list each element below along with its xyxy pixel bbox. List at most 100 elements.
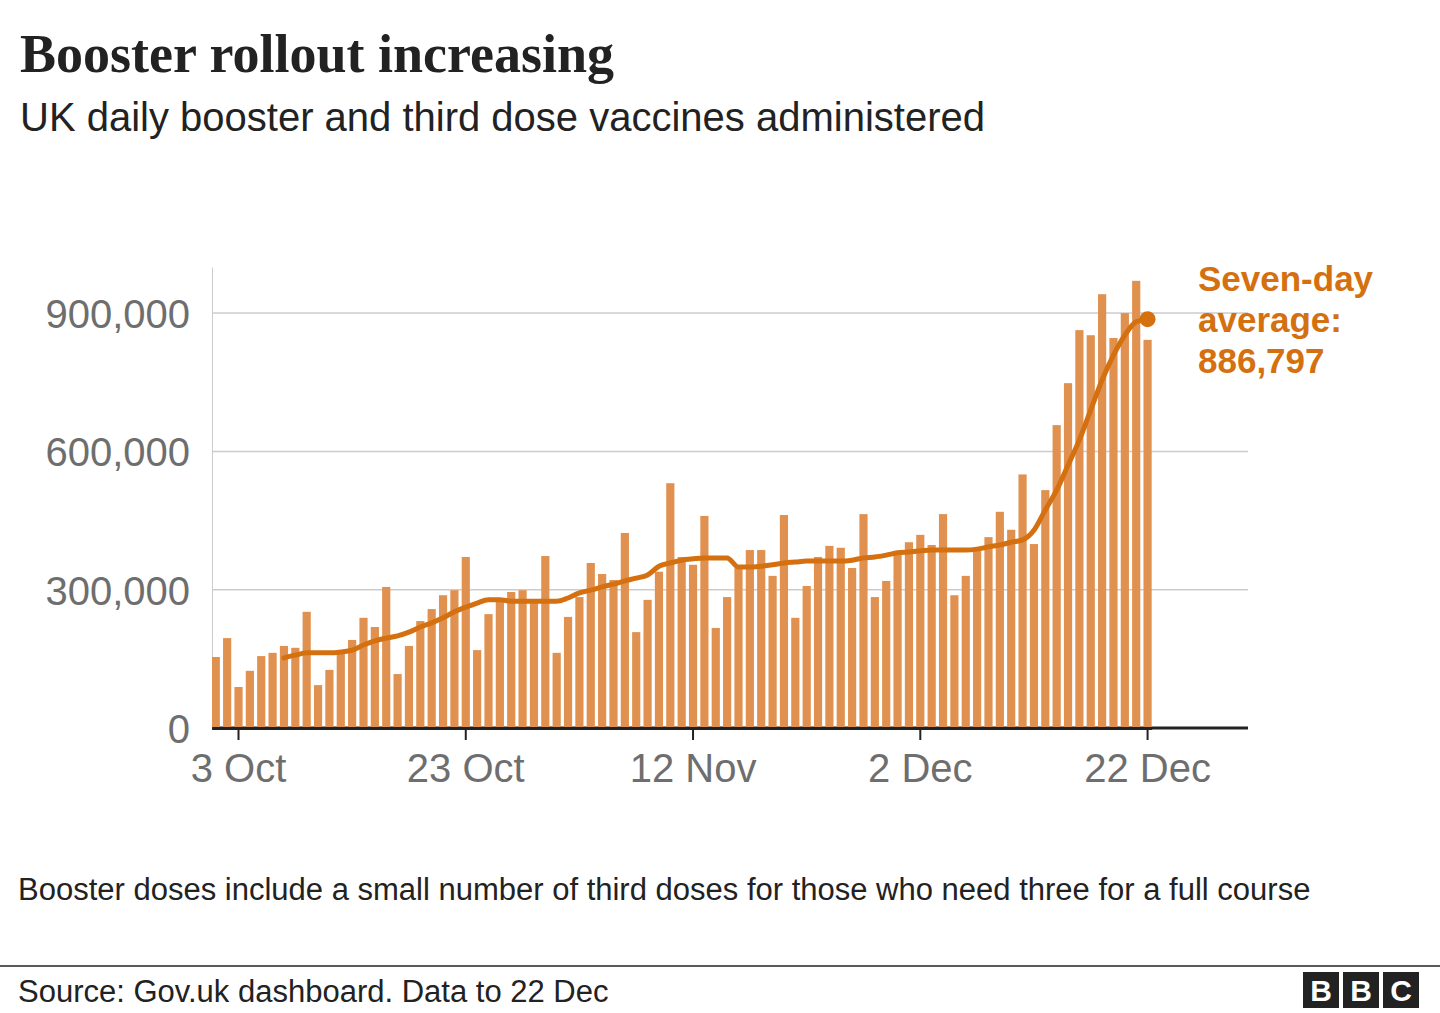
bar: [1075, 330, 1083, 728]
bar: [916, 535, 924, 728]
bar: [257, 656, 265, 728]
bar: [1030, 544, 1038, 728]
bar: [882, 581, 890, 728]
tick-label: 0: [168, 707, 190, 751]
bar: [382, 587, 390, 728]
bar: [314, 685, 322, 728]
tick-label: 22 Dec: [1084, 746, 1211, 790]
bar: [962, 576, 970, 728]
bar: [598, 574, 606, 728]
bar: [1109, 338, 1117, 728]
subtitle: UK daily booster and third dose vaccines…: [20, 95, 985, 139]
bar: [814, 557, 822, 728]
bar: [791, 618, 799, 728]
bar: [575, 597, 583, 728]
bar: [723, 597, 731, 728]
logo-letter: C: [1390, 974, 1412, 1007]
bar: [1132, 281, 1140, 728]
bar: [689, 565, 697, 728]
bar: [928, 545, 936, 728]
grid: [212, 313, 1248, 728]
tick-label: 3 Oct: [191, 746, 287, 790]
tick: 0: [168, 707, 212, 751]
bar: [269, 653, 277, 728]
bar: [337, 652, 345, 728]
bar: [621, 533, 629, 728]
separator: [0, 965, 1440, 967]
tick-mark: [1147, 728, 1149, 740]
tick: 12 Nov: [630, 728, 757, 790]
bar: [212, 657, 220, 728]
bar: [484, 614, 492, 728]
line: [284, 319, 1148, 658]
tick: 300,000: [45, 569, 212, 613]
tick-label: 12 Nov: [630, 746, 757, 790]
bar: [837, 548, 845, 728]
bar: [746, 550, 754, 728]
bar: [405, 646, 413, 728]
bar: [825, 546, 833, 728]
bar: [666, 483, 674, 728]
logo-letter: B: [1310, 974, 1332, 1007]
bar: [1121, 313, 1129, 728]
bar: [859, 514, 867, 728]
chart: Booster rollout increasing UK daily boost…: [0, 0, 1440, 1013]
bar: [950, 595, 958, 728]
x-axis: 3 Oct 23 Oct 12 Nov 2 Dec 22 Dec: [191, 728, 1211, 790]
tick-mark: [238, 728, 240, 740]
tick-mark: [465, 728, 467, 740]
bar: [530, 603, 538, 728]
bar: [734, 568, 742, 728]
tick-mark: [692, 728, 694, 740]
logo: BBC: [1303, 972, 1419, 1008]
bar: [507, 592, 515, 728]
axis-line: [212, 727, 1152, 730]
bar: [1053, 425, 1061, 728]
bar: [303, 612, 311, 728]
tick: 600,000: [45, 430, 212, 474]
bar: [1143, 340, 1151, 728]
tick-mark: [919, 728, 921, 740]
bar: [359, 618, 367, 728]
annotation-value: 886,797: [1198, 341, 1325, 380]
bar: [1041, 490, 1049, 728]
bar: [518, 590, 526, 728]
bar: [1087, 335, 1095, 728]
bar: [473, 650, 481, 728]
bar: [893, 551, 901, 728]
bar: [905, 542, 913, 728]
bar: [416, 621, 424, 728]
bar: [462, 557, 470, 728]
logo-letter: B: [1350, 974, 1372, 1007]
end-dot: [1140, 311, 1156, 327]
logo-box: [1383, 972, 1419, 1008]
logo-box: [1343, 972, 1379, 1008]
title: Booster rollout increasing: [20, 24, 614, 84]
bar: [848, 568, 856, 728]
bar: [234, 687, 242, 728]
bar: [632, 632, 640, 728]
bar: [496, 598, 504, 728]
tick: 23 Oct: [407, 728, 525, 790]
bar: [223, 638, 231, 728]
annotation: Seven-dayaverage:: [1198, 259, 1374, 339]
tick-label: 23 Oct: [407, 746, 525, 790]
bar: [780, 515, 788, 728]
note: Booster doses include a small number of …: [18, 872, 1310, 907]
bar: [246, 671, 254, 728]
bar: [655, 572, 663, 728]
bar: [609, 580, 617, 728]
tick: 22 Dec: [1084, 728, 1211, 790]
tick-label: 2 Dec: [868, 746, 973, 790]
bar: [1018, 474, 1026, 728]
tick-label: 900,000: [45, 292, 190, 336]
bar: [394, 674, 402, 728]
bar: [643, 600, 651, 728]
bar: [768, 576, 776, 728]
bar: [428, 609, 436, 728]
bar: [700, 516, 708, 728]
bar: [1098, 294, 1106, 728]
bar: [1007, 530, 1015, 728]
tick-label: 300,000: [45, 569, 190, 613]
source: Source: Gov.uk dashboard. Data to 22 Dec: [18, 974, 608, 1009]
